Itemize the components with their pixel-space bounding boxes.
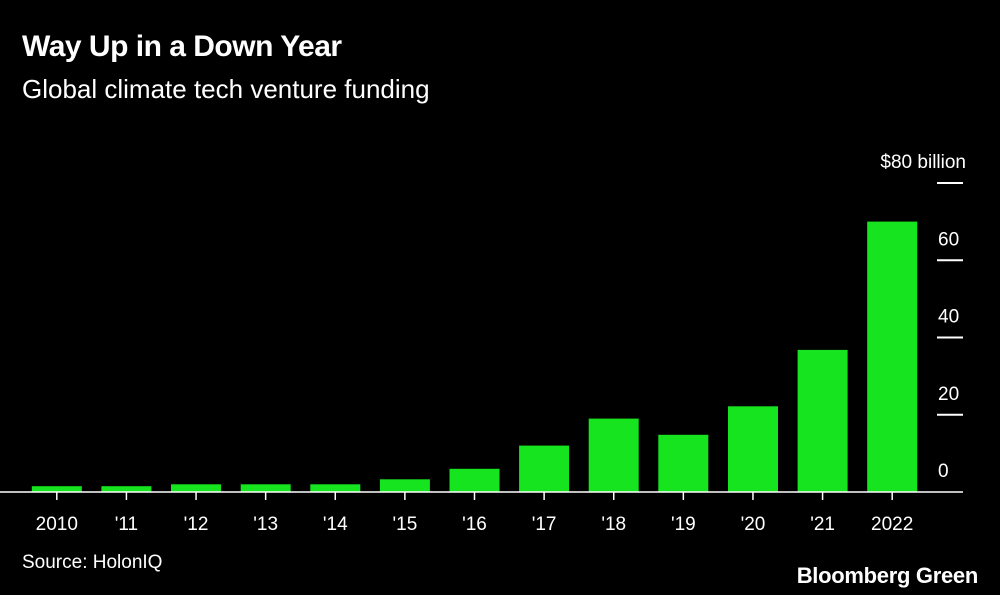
bar-0: [31, 486, 82, 492]
x-tick-label-11: '21: [810, 514, 835, 535]
x-tick-label-8: '18: [601, 514, 626, 535]
chart-subtitle: Global climate tech venture funding: [22, 74, 430, 104]
x-tick-label-10: '20: [741, 514, 766, 535]
x-tick-label-1: '11: [115, 514, 138, 535]
x-tick-label-12: 2022: [871, 514, 913, 535]
bar-4: [310, 484, 361, 492]
y-tick-label-4: $80 billion: [880, 152, 966, 173]
bar-10: [728, 406, 778, 492]
y-tick-label-0: 0: [938, 461, 949, 482]
x-tick-label-3: '13: [253, 514, 278, 535]
x-axis: 2010 '11 '12 '13 '14 '15 '16 '17 '18 '19 '20 '21 202…: [0, 491, 963, 535]
bar-9: [658, 434, 709, 492]
bar-2: [171, 484, 221, 492]
source-note: Source: HolonIQ: [22, 552, 163, 573]
y-tick-label-2: 40: [938, 307, 959, 328]
bar-12: [867, 221, 918, 492]
bar-6: [449, 468, 500, 492]
y-tick-label-1: 20: [938, 384, 959, 405]
x-tick-label-4: '14: [323, 514, 348, 535]
x-tick-label-9: '19: [671, 514, 696, 535]
x-tick-label-7: '17: [532, 514, 557, 535]
brand-logo: Bloomberg Green: [796, 563, 979, 588]
bar-11: [797, 349, 848, 492]
bar-5: [379, 479, 430, 492]
y-axis: 0 20 40 60 $80 billion: [880, 152, 966, 482]
x-tick-label-5: '15: [393, 514, 418, 535]
bar-1: [101, 486, 152, 492]
y-tick-label-3: 60: [938, 229, 959, 250]
x-tick-label-6: '16: [462, 514, 487, 535]
bar-7: [519, 445, 570, 492]
x-tick-label-2: '12: [184, 514, 209, 535]
bars-group: [31, 221, 918, 492]
bar-8: [588, 418, 639, 492]
x-tick-label-0: 2010: [36, 514, 78, 535]
chart-title: Way Up in a Down Year: [22, 30, 342, 63]
bar-3: [240, 484, 291, 492]
